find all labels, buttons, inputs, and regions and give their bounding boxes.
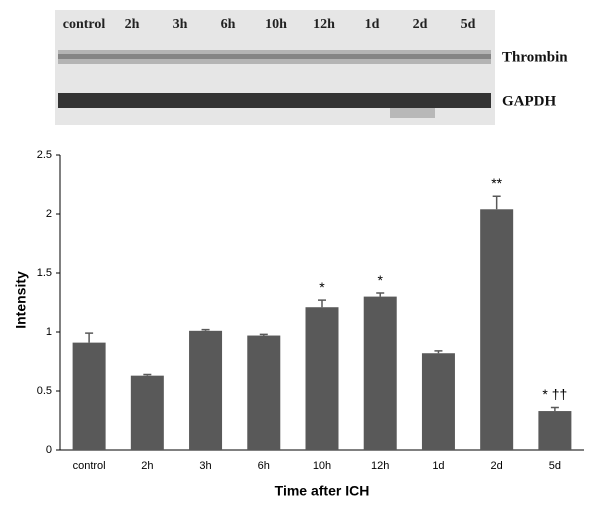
y-tick-label: 1: [46, 326, 52, 338]
error-bar: [85, 332, 94, 343]
thrombin-band-core: [58, 54, 491, 59]
lane-label: 2h: [125, 17, 140, 32]
significance-label: *: [377, 272, 383, 288]
bar: [130, 375, 164, 450]
lane-label: 10h: [265, 17, 287, 32]
x-tick-label: 3h: [199, 460, 211, 472]
error-bar: [143, 373, 152, 376]
lane-label: 1d: [365, 17, 380, 32]
blot: [55, 10, 495, 125]
error-bar: [492, 195, 501, 210]
bar: [421, 353, 455, 450]
y-tick-label: 0.5: [37, 385, 52, 397]
blot-row-label: GAPDH: [502, 93, 556, 109]
x-tick-label: control: [73, 460, 106, 472]
y-tick-label: 1.5: [37, 267, 52, 279]
bar: [363, 296, 397, 450]
x-tick-label: 1d: [432, 460, 444, 472]
error-bar: [259, 333, 268, 336]
y-tick-label: 0: [46, 444, 52, 456]
error-bar: [318, 299, 326, 308]
error-bar: [201, 328, 210, 331]
y-axis-title: Intensity: [13, 271, 29, 329]
error-bar: [550, 406, 559, 412]
lane-label: 3h: [173, 17, 188, 32]
x-tick-label: 10h: [313, 460, 331, 472]
error-bar: [376, 292, 385, 297]
bar: [538, 411, 572, 450]
y-tick-label: 2.5: [37, 149, 52, 161]
x-tick-label: 6h: [258, 460, 270, 472]
bar: [480, 209, 514, 450]
x-axis-title: Time after ICH: [275, 483, 370, 499]
lane-label: 2d: [413, 17, 428, 32]
error-bar: [434, 350, 443, 354]
blot-row-label: Thrombin: [502, 49, 568, 65]
lane-label: 6h: [221, 17, 236, 32]
bar: [72, 342, 106, 450]
y-tick-label: 2: [46, 208, 52, 220]
x-tick-label: 12h: [371, 460, 389, 472]
x-tick-label: 2d: [491, 460, 503, 472]
lane-label: 5d: [461, 17, 476, 32]
gapdh-smear: [390, 108, 435, 118]
gapdh-band: [58, 93, 491, 108]
significance-label: **: [491, 175, 502, 191]
bar: [189, 330, 223, 450]
lane-label: 12h: [313, 17, 335, 32]
lane-label: control: [63, 17, 106, 32]
bar: [247, 335, 281, 450]
x-tick-label: 2h: [141, 460, 153, 472]
bar: [305, 307, 339, 450]
x-tick-label: 5d: [549, 460, 561, 472]
significance-label: *: [319, 279, 325, 295]
significance-label: * ††: [542, 386, 567, 402]
